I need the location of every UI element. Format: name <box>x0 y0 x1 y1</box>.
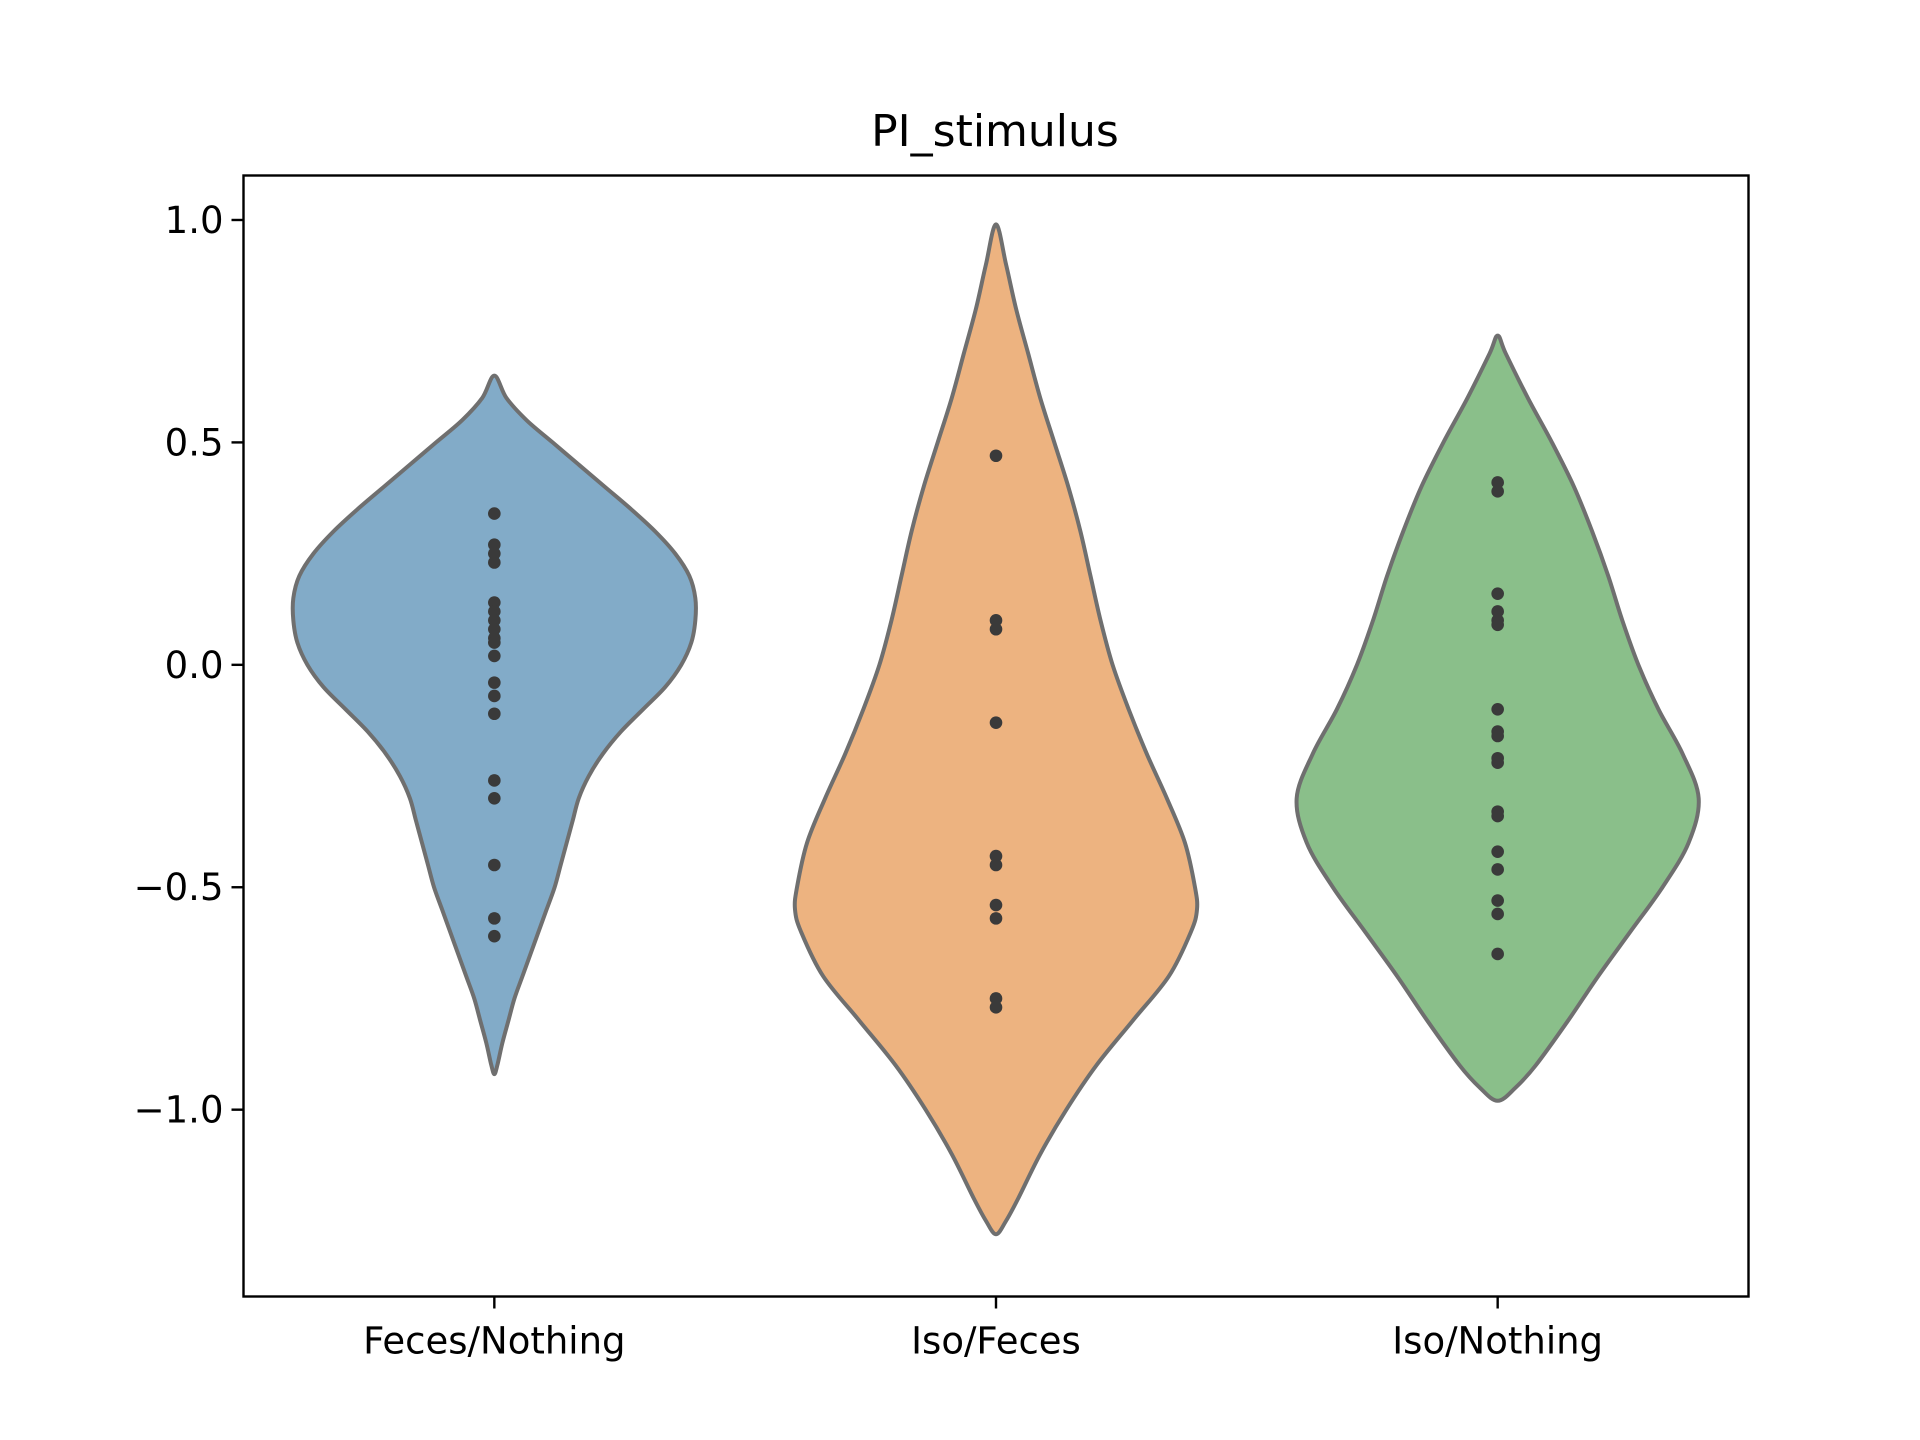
data-point <box>1491 476 1504 489</box>
data-point <box>488 636 501 649</box>
violins-layer <box>290 222 1701 1237</box>
data-point <box>989 898 1003 912</box>
data-point <box>1491 729 1504 743</box>
violin-feces-nothing <box>290 373 698 1077</box>
data-point <box>989 912 1003 925</box>
data-point <box>488 858 501 872</box>
data-point <box>488 707 501 721</box>
x-tick-label: Iso/Feces <box>911 1320 1081 1363</box>
data-point <box>488 929 501 943</box>
data-point <box>488 689 501 703</box>
data-point <box>1491 907 1504 921</box>
data-point <box>1491 809 1504 823</box>
data-point <box>488 556 501 569</box>
data-point <box>1491 894 1504 907</box>
data-point <box>989 622 1003 636</box>
data-point <box>989 992 1003 1005</box>
data-point <box>488 791 501 805</box>
data-point <box>488 605 501 618</box>
data-point <box>488 538 501 552</box>
x-axis: Feces/Nothing Iso/Feces Iso/Nothing <box>363 1296 1603 1363</box>
data-point <box>989 1001 1003 1014</box>
data-point <box>488 912 501 925</box>
violin-iso-nothing <box>1294 333 1701 1103</box>
data-point <box>1491 618 1504 632</box>
y-tick-label: −0.5 <box>134 866 224 909</box>
y-tick-label: −1.0 <box>134 1089 224 1132</box>
data-point <box>1491 845 1504 858</box>
data-point <box>989 849 1003 863</box>
data-point <box>989 716 1003 729</box>
data-point <box>488 596 501 609</box>
data-point <box>488 614 501 627</box>
data-point <box>1491 756 1504 769</box>
data-point <box>1491 947 1504 961</box>
data-point <box>1491 863 1504 876</box>
data-point <box>488 507 501 520</box>
data-point <box>488 774 501 787</box>
data-point <box>1491 485 1504 498</box>
data-point <box>488 622 501 636</box>
data-point <box>989 614 1003 627</box>
y-tick-label: 0.5 <box>165 421 224 464</box>
y-axis: 1.0 0.5 0.0 −0.5 −1.0 <box>134 199 244 1132</box>
data-point <box>1491 587 1504 600</box>
x-tick-label: Feces/Nothing <box>363 1320 625 1363</box>
data-point <box>488 649 501 663</box>
y-tick-label: 0.0 <box>165 644 224 687</box>
x-tick-label: Iso/Nothing <box>1392 1320 1603 1363</box>
y-tick-label: 1.0 <box>165 199 224 242</box>
data-point <box>488 676 501 689</box>
data-point <box>1491 703 1504 716</box>
violin-iso-feces <box>792 222 1200 1237</box>
data-point <box>989 858 1003 872</box>
chart-title: PI_stimulus <box>871 106 1119 157</box>
points-layer <box>488 449 1504 1014</box>
data-point <box>1491 605 1504 618</box>
data-point <box>989 449 1003 463</box>
data-point <box>488 547 501 560</box>
